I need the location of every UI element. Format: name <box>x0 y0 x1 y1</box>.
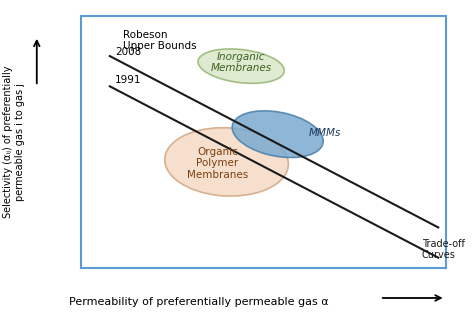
Text: 2008: 2008 <box>115 47 142 57</box>
Text: 1991: 1991 <box>115 75 142 84</box>
Ellipse shape <box>165 128 288 196</box>
Text: Trade-off
Curves: Trade-off Curves <box>422 239 465 261</box>
Text: Permeability of preferentially permeable gas α: Permeability of preferentially permeable… <box>69 297 329 307</box>
Text: Selectivity (αᵢⱼ) of preferentially
permeable gas i to gas j: Selectivity (αᵢⱼ) of preferentially perm… <box>3 66 25 218</box>
Text: MMMs: MMMs <box>309 128 341 138</box>
Ellipse shape <box>198 49 284 83</box>
Text: Inorganic
Membranes: Inorganic Membranes <box>210 52 272 73</box>
Text: Robeson
Upper Bounds: Robeson Upper Bounds <box>123 30 196 51</box>
Text: Organic
Polymer
Membranes: Organic Polymer Membranes <box>187 146 248 180</box>
Ellipse shape <box>232 111 323 158</box>
